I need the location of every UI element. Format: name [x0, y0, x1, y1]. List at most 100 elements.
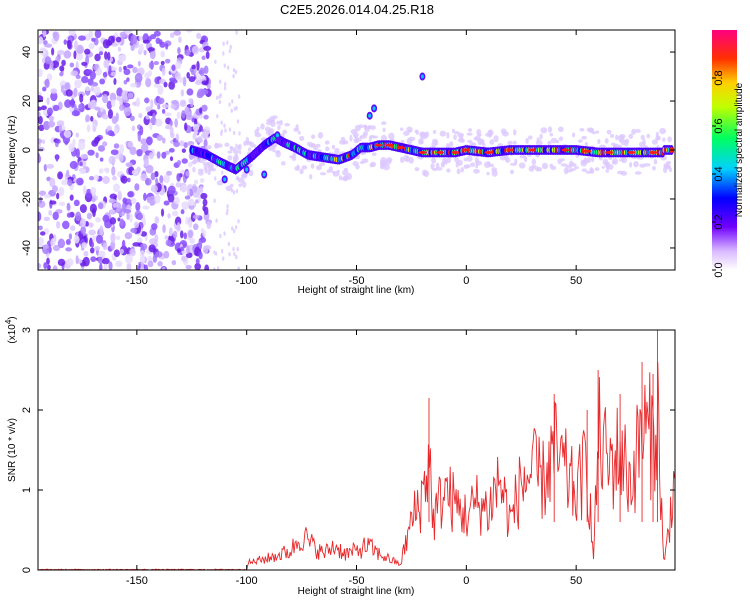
signal-peak-mark — [462, 148, 471, 152]
noise-mark — [155, 118, 163, 127]
noise-mark — [95, 234, 104, 244]
noise-mark — [46, 257, 50, 265]
noise-mark — [176, 111, 181, 119]
noise-mark — [42, 30, 47, 38]
noise-mark — [98, 51, 104, 56]
noise-mark — [87, 149, 95, 156]
noise-mark — [121, 90, 129, 100]
noise-mark — [184, 49, 191, 57]
noise-mark — [148, 152, 154, 160]
x-tick-label: -150 — [126, 575, 148, 587]
noise-mark — [109, 217, 117, 225]
noise-mark — [115, 36, 122, 43]
haze-mark — [666, 160, 672, 165]
y-tick-label: 0 — [21, 147, 33, 153]
noise-mark — [68, 30, 76, 37]
noise-mark — [161, 108, 166, 114]
noise-mark — [195, 80, 202, 86]
haze-mark — [509, 169, 515, 175]
noise-mark — [223, 231, 226, 236]
noise-mark — [191, 64, 196, 70]
noise-mark — [200, 192, 208, 200]
haze-mark — [586, 127, 593, 133]
haze-mark — [371, 152, 377, 156]
haze-mark — [577, 139, 583, 143]
noise-mark — [149, 34, 157, 40]
noise-mark — [66, 39, 72, 49]
noise-mark — [38, 153, 41, 163]
haze-mark — [595, 130, 600, 134]
noise-mark — [106, 100, 113, 110]
noise-mark — [149, 49, 156, 60]
haze-mark — [619, 134, 626, 139]
noise-mark — [113, 128, 118, 135]
haze-mark — [203, 164, 208, 171]
haze-mark — [324, 140, 330, 145]
noise-mark — [142, 205, 150, 210]
haze-mark — [667, 136, 672, 143]
haze-mark — [586, 157, 592, 163]
noise-mark — [187, 187, 191, 198]
noise-mark — [192, 214, 200, 219]
noise-mark — [150, 172, 156, 181]
noise-mark — [157, 104, 161, 110]
noise-mark — [222, 51, 225, 56]
haze-mark — [340, 136, 346, 141]
snr-plot-area — [38, 330, 675, 570]
haze-mark — [653, 158, 658, 165]
haze-mark — [214, 143, 220, 149]
noise-mark — [174, 118, 178, 128]
haze-mark — [558, 136, 564, 142]
noise-mark — [65, 247, 73, 252]
haze-mark — [639, 163, 646, 168]
noise-mark — [161, 67, 166, 77]
noise-mark — [156, 134, 163, 141]
noise-mark — [127, 177, 131, 183]
noise-mark — [75, 211, 82, 222]
noise-mark — [74, 79, 82, 89]
noise-mark — [113, 183, 120, 192]
noise-mark — [126, 77, 130, 82]
noise-mark — [51, 60, 60, 69]
noise-mark — [165, 42, 169, 50]
signal-blob-core — [223, 177, 227, 182]
noise-mark — [52, 104, 60, 112]
noise-mark — [165, 124, 173, 130]
noise-mark — [76, 52, 84, 61]
noise-mark — [38, 36, 44, 45]
noise-mark — [108, 65, 112, 75]
haze-mark — [310, 163, 315, 169]
haze-mark — [466, 132, 473, 136]
noise-mark — [53, 31, 60, 42]
haze-mark — [497, 143, 504, 147]
haze-mark — [431, 157, 437, 164]
noise-mark — [88, 229, 96, 236]
haze-mark — [297, 131, 301, 135]
noise-mark — [80, 154, 89, 159]
haze-mark — [439, 130, 447, 137]
noise-mark — [203, 114, 209, 120]
haze-mark — [655, 135, 661, 141]
haze-mark — [446, 168, 451, 173]
noise-mark — [111, 42, 118, 47]
haze-mark — [591, 156, 595, 163]
noise-mark — [192, 223, 199, 231]
spectrogram-x-ticks: -150 -100 -50 0 50 — [126, 30, 582, 287]
signal-peak-mark — [418, 150, 427, 154]
noise-mark — [40, 231, 46, 236]
haze-mark — [194, 130, 199, 135]
noise-mark — [232, 246, 235, 252]
noise-mark — [169, 156, 174, 162]
x-tick-label: -50 — [349, 275, 365, 287]
haze-mark — [227, 155, 233, 161]
noise-mark — [123, 79, 128, 85]
haze-mark — [319, 172, 327, 176]
noise-mark — [66, 258, 74, 267]
noise-mark — [90, 115, 94, 122]
haze-mark — [477, 138, 483, 146]
haze-mark — [229, 183, 234, 188]
noise-mark — [78, 140, 86, 151]
noise-mark — [135, 202, 141, 212]
y-tick-label: 2 — [21, 407, 33, 413]
noise-mark — [57, 171, 64, 180]
